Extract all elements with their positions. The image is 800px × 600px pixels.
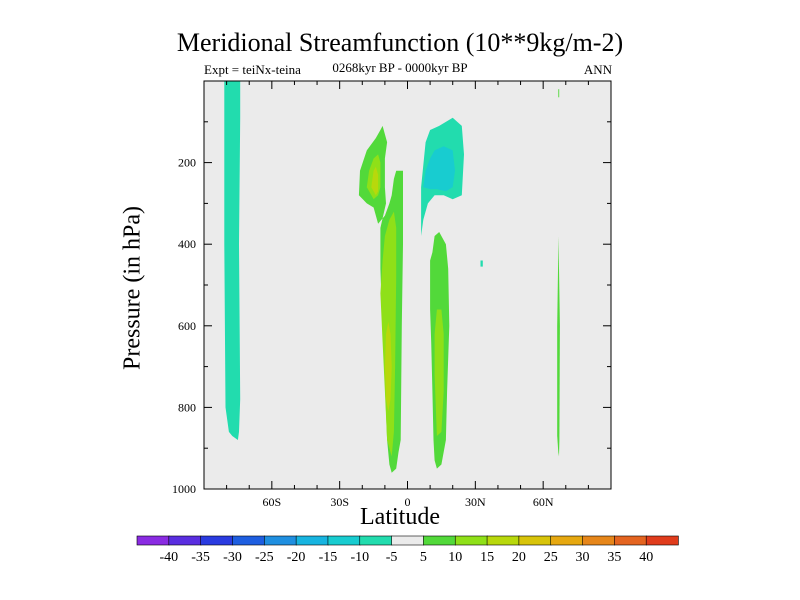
colorbar-swatch	[327, 535, 361, 546]
colorbar-swatch	[486, 535, 520, 546]
colorbar-swatch	[518, 535, 552, 546]
colorbar-label: 40	[639, 550, 653, 565]
contour-nh-subtropic-core	[434, 309, 444, 436]
x-tick-label: 30S	[330, 495, 349, 509]
experiment-label: Expt = teiNx-teina	[204, 62, 301, 77]
colorbar-swatch	[391, 535, 425, 546]
y-tick-label: 800	[178, 400, 196, 414]
colorbar-swatch	[200, 535, 234, 546]
colorbar-label: -40	[159, 550, 178, 565]
contour-regions	[224, 81, 560, 473]
y-tick-label: 200	[178, 156, 196, 170]
colorbar-label: 10	[448, 550, 462, 565]
colorbar-label: 35	[607, 550, 621, 565]
colorbar-label: 30	[576, 550, 590, 565]
colorbar-swatch	[645, 535, 679, 546]
y-axis-label: Pressure (in hPa)	[119, 206, 146, 370]
x-axis-label: Latitude	[360, 504, 440, 530]
colorbar-swatch	[136, 535, 170, 546]
x-tick-label: 0	[405, 495, 411, 509]
colorbar-swatch	[168, 535, 202, 546]
colorbar-swatch	[454, 535, 488, 546]
x-tick-label: 60S	[262, 495, 281, 509]
x-tick-label: 60N	[533, 495, 554, 509]
x-tick-label: 30N	[465, 495, 486, 509]
colorbar-label: -20	[287, 550, 306, 565]
contour-south-polar-negative	[224, 81, 241, 440]
colorbar-swatch	[263, 535, 297, 546]
colorbar-label: -25	[255, 550, 274, 565]
axis-ticks: 60S 30S 0 30N 60N 200 400 600 800 1000	[172, 81, 611, 509]
colorbar-label: 20	[512, 550, 526, 565]
y-tick-label: 400	[178, 237, 196, 251]
contour-nh-polar-speck	[558, 89, 560, 98]
colorbar-swatch	[550, 535, 584, 546]
colorbar-label: -10	[350, 550, 369, 565]
colorbar-swatch	[582, 535, 616, 546]
y-tick-label: 600	[178, 319, 196, 333]
contour-speck-negative	[480, 260, 483, 267]
contour-sh-tropic-upper-inner	[371, 166, 379, 196]
colorbar-label: 25	[544, 550, 558, 565]
colorbar: -40 -35 -30 -25 -20 -15 -10 -5 5 10 15 20 25 30 35 40	[136, 535, 679, 565]
colorbar-label: -35	[191, 550, 210, 565]
season-label: ANN	[583, 62, 612, 77]
colorbar-label: -5	[386, 550, 398, 565]
time-range-label: 0268kyr BP - 0000kyr BP	[332, 60, 468, 75]
colorbar-swatch	[614, 535, 647, 546]
y-tick-label: 1000	[172, 482, 196, 496]
colorbar-label: -15	[319, 550, 338, 565]
contour-sh-tropic-lower-inner	[384, 321, 392, 412]
colorbar-label: 15	[480, 550, 494, 565]
colorbar-label: -30	[223, 550, 242, 565]
colorbar-swatch	[232, 535, 265, 546]
chart-title: Meridional Streamfunction (10**9kg/m-2)	[176, 28, 624, 57]
colorbar-swatch	[359, 535, 393, 546]
plot-area	[204, 81, 611, 489]
contour-nh-tropic-negative-inner	[423, 146, 455, 192]
colorbar-label: 5	[420, 550, 427, 565]
colorbar-swatch	[295, 535, 329, 546]
contour-nh-polar-positive	[557, 236, 560, 457]
colorbar-swatch	[423, 535, 456, 546]
